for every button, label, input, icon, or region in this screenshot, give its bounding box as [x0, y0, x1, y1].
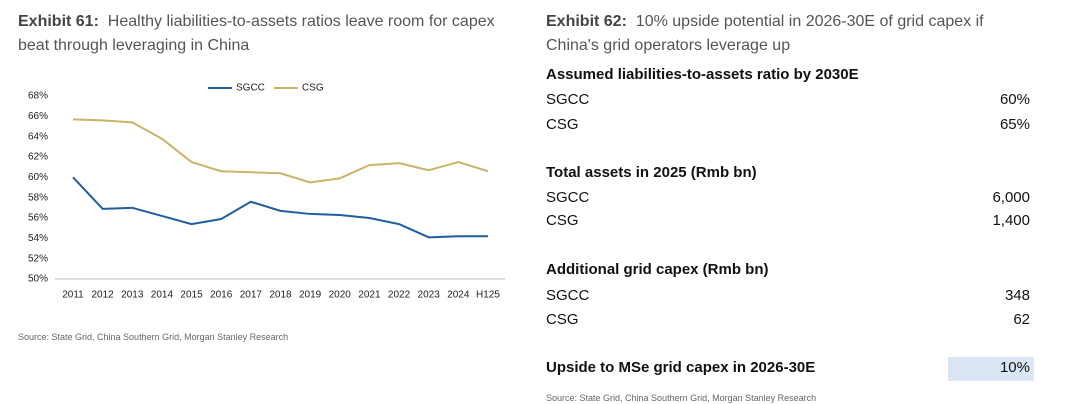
row-label: CSG: [546, 116, 579, 133]
row-label: CSG: [546, 212, 579, 229]
row-value: 60%: [999, 91, 1030, 108]
title: Healthy liabilities-to-assets ratios lea…: [18, 13, 495, 54]
total-value: 10%: [999, 359, 1030, 376]
total-label: Upside to MSe grid capex in 2026-30E: [546, 359, 816, 376]
x-tick-label: 2017: [240, 290, 263, 301]
y-tick-label: 68%: [28, 91, 48, 102]
source: Source: State Grid, China Southern Grid,…: [18, 332, 289, 342]
x-tick-label: 2015: [180, 290, 203, 301]
x-tick-label: 2020: [329, 290, 352, 301]
row-value: 62: [1013, 311, 1030, 328]
exhibit-61-title: Exhibit 61: Healthy liabilities-to-asset…: [18, 10, 508, 58]
exhibit-label: Exhibit 62:: [546, 13, 627, 30]
section-heading: Assumed liabilities-to-assets ratio by 2…: [546, 66, 859, 83]
row-value: 1,400: [992, 212, 1030, 229]
x-tick-label: 2016: [210, 290, 233, 301]
row-label: SGCC: [546, 189, 590, 206]
row-value: 65%: [999, 116, 1030, 133]
x-tick-label: 2013: [121, 290, 144, 301]
exhibit-62-title: Exhibit 62: 10% upside potential in 2026…: [546, 10, 1036, 58]
table: Assumed liabilities-to-assets ratio by 2…: [546, 0, 1036, 404]
row-value: 6,000: [992, 189, 1030, 206]
x-tick-label: 2018: [269, 290, 292, 301]
source: Source: State Grid, China Southern Grid,…: [546, 393, 817, 403]
x-tick-label: 2014: [151, 290, 174, 301]
row-label: SGCC: [546, 91, 590, 108]
y-tick-label: 50%: [28, 274, 48, 285]
section-heading: Total assets in 2025 (Rmb bn): [546, 164, 757, 181]
y-tick-label: 54%: [28, 233, 48, 244]
title: 10% upside potential in 2026-30E of grid…: [546, 13, 984, 54]
x-tick-label: 2021: [358, 290, 381, 301]
x-tick-label: 2019: [299, 290, 322, 301]
chart: 50% 52% 54% 56% 58% 60% 62% 64% 66% 68% 2011 2012 20…: [28, 83, 505, 301]
line: [72, 118, 489, 184]
x-tick-label: 2011: [62, 290, 84, 301]
x-tick-label: 2024: [447, 290, 470, 301]
exhibit-label: Exhibit 61:: [18, 13, 99, 30]
y-tick-label: 62%: [28, 152, 48, 163]
x-tick-label: 2023: [418, 290, 441, 301]
x-tick-label: 2012: [92, 290, 115, 301]
y-tick-label: 66%: [28, 111, 48, 122]
x-tick-label: 2022: [388, 290, 411, 301]
x-tick-label: H125: [476, 290, 500, 301]
highlight: [948, 357, 1034, 381]
y-tick-label: 64%: [28, 131, 48, 142]
row-label: CSG: [546, 311, 579, 328]
y-tick-label: 52%: [28, 253, 48, 264]
section-heading: Additional grid capex (Rmb bn): [546, 261, 769, 278]
legend-label: SGCC: [236, 83, 265, 94]
y-tick-label: 60%: [28, 172, 48, 183]
y-tick-label: 58%: [28, 192, 48, 203]
legend-label: CSG: [302, 83, 324, 94]
y-tick-label: 56%: [28, 213, 48, 224]
row-label: SGCC: [546, 287, 590, 304]
row-value: 348: [1004, 287, 1030, 304]
line: [72, 176, 488, 239]
